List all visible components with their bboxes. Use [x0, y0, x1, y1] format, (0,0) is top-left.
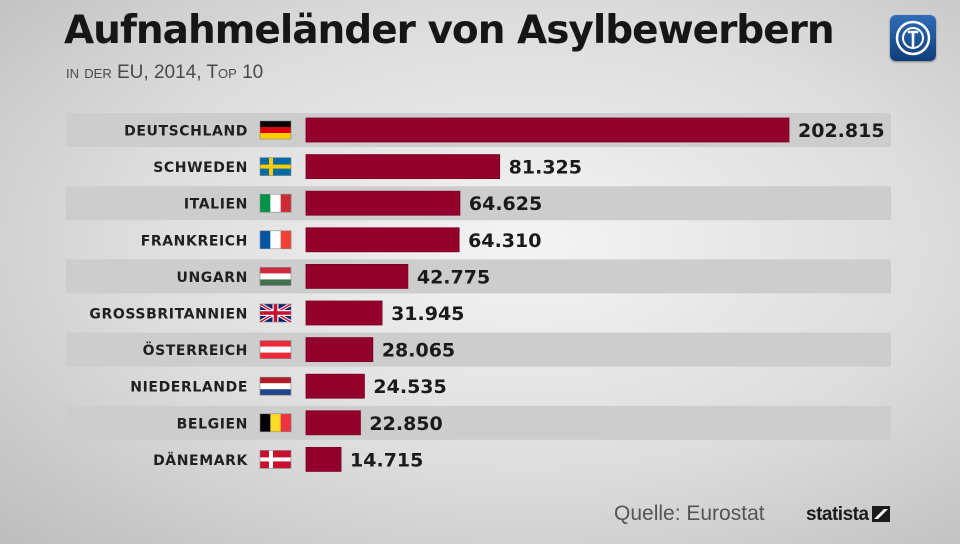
chart-row: DÄNEMARK 14.715: [153, 446, 423, 472]
data-label: 14.715: [350, 449, 423, 471]
category-label: NIEDERLANDE: [130, 380, 248, 396]
row-band: [66, 332, 891, 367]
row-band: [66, 405, 891, 440]
category-label: FRANKREICH: [141, 233, 248, 249]
data-label: 64.310: [468, 230, 541, 252]
data-label: 81.325: [509, 157, 582, 179]
data-label: 202.815: [798, 120, 885, 142]
flag-denmark: [259, 450, 292, 469]
chart-row: BELGIEN 22.850: [66, 405, 891, 440]
bar: [305, 227, 460, 253]
bar: [305, 117, 790, 143]
data-label: 31.945: [391, 303, 464, 325]
category-label: DEUTSCHLAND: [124, 124, 248, 140]
data-label: 22.850: [369, 413, 442, 435]
category-label: SCHWEDEN: [153, 160, 248, 176]
category-label: ÖSTERREICH: [143, 341, 248, 359]
chart-row: ITALIEN 64.625: [66, 186, 891, 221]
chart-subtitle: in der EU, 2014, Top 10: [66, 62, 264, 83]
row-band: [66, 259, 891, 294]
bar: [305, 300, 383, 326]
flag-hungary: [259, 267, 292, 286]
statista-logo-icon: [872, 506, 890, 522]
bar: [305, 190, 461, 216]
chart-row: SCHWEDEN 81.325: [153, 154, 582, 180]
category-label: UNGARN: [176, 270, 248, 286]
bar: [305, 410, 361, 436]
flag-uk: [259, 302, 292, 324]
source-note: Quelle: Eurostat: [614, 502, 765, 525]
category-label: BELGIEN: [177, 416, 248, 432]
flag-germany: [259, 120, 292, 140]
data-label: 64.625: [469, 193, 542, 215]
flag-sweden: [259, 157, 292, 176]
flag-austria: [259, 340, 292, 359]
category-label: DÄNEMARK: [153, 452, 248, 469]
data-label: 42.775: [417, 266, 490, 288]
flag-italy: [259, 193, 292, 213]
data-label: 24.535: [373, 376, 446, 398]
bar: [305, 446, 342, 472]
row-band: [66, 186, 891, 221]
chart-row: GROSSBRITANNIEN 31.945: [89, 300, 464, 326]
data-label: 28.065: [382, 340, 455, 362]
category-label: GROSSBRITANNIEN: [89, 307, 248, 323]
chart-row: DEUTSCHLAND 202.815: [66, 113, 891, 147]
chart-row: NIEDERLANDE 24.535: [130, 373, 447, 399]
chart-title: Aufnahmeländer von Asylbewerbern: [64, 8, 835, 53]
tagesschau-logo-icon: [890, 15, 936, 61]
bar: [305, 154, 501, 180]
flag-netherlands: [259, 376, 292, 396]
flag-france: [259, 230, 292, 250]
flag-belgium: [259, 413, 292, 433]
chart-row: UNGARN 42.775: [66, 259, 891, 294]
statista-brand: statista: [806, 504, 869, 525]
bar: [305, 373, 365, 399]
category-label: ITALIEN: [184, 197, 248, 213]
bar: [305, 337, 374, 363]
chart-row: FRANKREICH 64.310: [141, 227, 541, 253]
chart-row: ÖSTERREICH 28.065: [66, 332, 891, 367]
bar: [305, 263, 409, 289]
